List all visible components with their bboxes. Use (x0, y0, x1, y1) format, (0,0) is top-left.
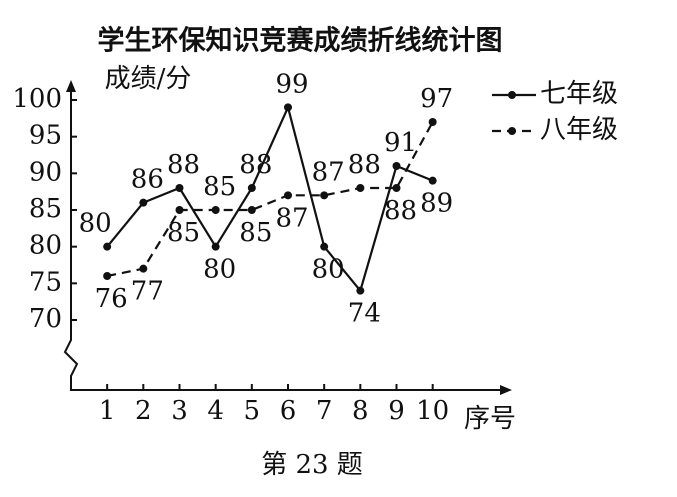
data-label: 80 (312, 255, 345, 285)
data-label: 99 (275, 69, 308, 99)
data-label: 74 (348, 299, 381, 329)
x-arrow (500, 385, 512, 395)
data-label: 80 (203, 255, 236, 285)
data-label: 77 (131, 277, 164, 307)
x-axis-label: 序号 (464, 404, 516, 434)
y-tick-label: 100 (12, 84, 62, 114)
y-tick-label: 75 (29, 267, 62, 297)
point (211, 206, 220, 214)
point (392, 184, 401, 192)
point (428, 118, 437, 126)
point (247, 206, 256, 214)
legend-label: 七年级 (540, 79, 618, 109)
data-label: 86 (131, 165, 164, 195)
x-tick-label: 7 (316, 396, 333, 426)
chart-title: 学生环保知识竞赛成绩折线统计图 (98, 25, 503, 57)
point (284, 191, 292, 200)
series-line (106, 104, 434, 293)
data-label: 85 (203, 172, 236, 202)
y-tick-label: 85 (29, 194, 62, 224)
axes (63, 88, 505, 391)
y-arrow (66, 80, 76, 92)
data-label: 88 (167, 150, 200, 180)
y-tick-label: 95 (29, 121, 62, 151)
point (211, 242, 220, 251)
data-label: 85 (167, 218, 200, 248)
point (284, 103, 292, 112)
y-axis-label: 成绩/分 (105, 64, 192, 94)
point (139, 264, 148, 273)
series-line (106, 121, 434, 278)
point (103, 272, 112, 280)
x-tick-label: 6 (280, 396, 297, 426)
y-tick-label: 70 (29, 304, 62, 334)
y-tick-label: 80 (29, 231, 62, 261)
point (175, 206, 184, 214)
point (356, 286, 365, 295)
data-label: 89 (420, 189, 453, 219)
data-label: 76 (95, 284, 128, 314)
data-label: 80 (79, 209, 112, 239)
point (356, 184, 365, 192)
x-tick-label: 10 (416, 396, 449, 426)
x-tick-label: 4 (207, 396, 224, 426)
legend-label: 八年级 (540, 115, 618, 145)
x-tick-label: 8 (352, 396, 369, 426)
x-tick-label: 9 (388, 396, 405, 426)
data-label: 88 (348, 150, 381, 180)
point (103, 242, 112, 251)
point (247, 184, 256, 192)
data-label: 88 (384, 196, 417, 226)
point (320, 191, 329, 200)
x-tick-label: 1 (99, 396, 116, 426)
data-label: 85 (239, 218, 272, 248)
y-tick-label: 90 (29, 157, 62, 187)
data-label: 97 (420, 84, 453, 114)
point (175, 184, 184, 192)
x-tick-label: 2 (135, 396, 152, 426)
caption: 第 23 题 (261, 450, 363, 480)
data-label: 91 (384, 128, 417, 158)
legend-marker (508, 127, 516, 135)
point (392, 162, 401, 170)
point (320, 242, 329, 251)
x-tick-label: 3 (171, 396, 188, 426)
point (428, 176, 437, 185)
point (139, 198, 148, 207)
data-label: 88 (239, 150, 272, 180)
data-label: 87 (312, 157, 345, 187)
legend-marker (508, 91, 516, 99)
x-tick-label: 5 (244, 396, 261, 426)
data-label: 87 (275, 203, 308, 233)
